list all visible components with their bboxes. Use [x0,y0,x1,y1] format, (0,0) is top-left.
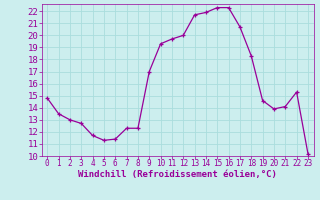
X-axis label: Windchill (Refroidissement éolien,°C): Windchill (Refroidissement éolien,°C) [78,170,277,179]
